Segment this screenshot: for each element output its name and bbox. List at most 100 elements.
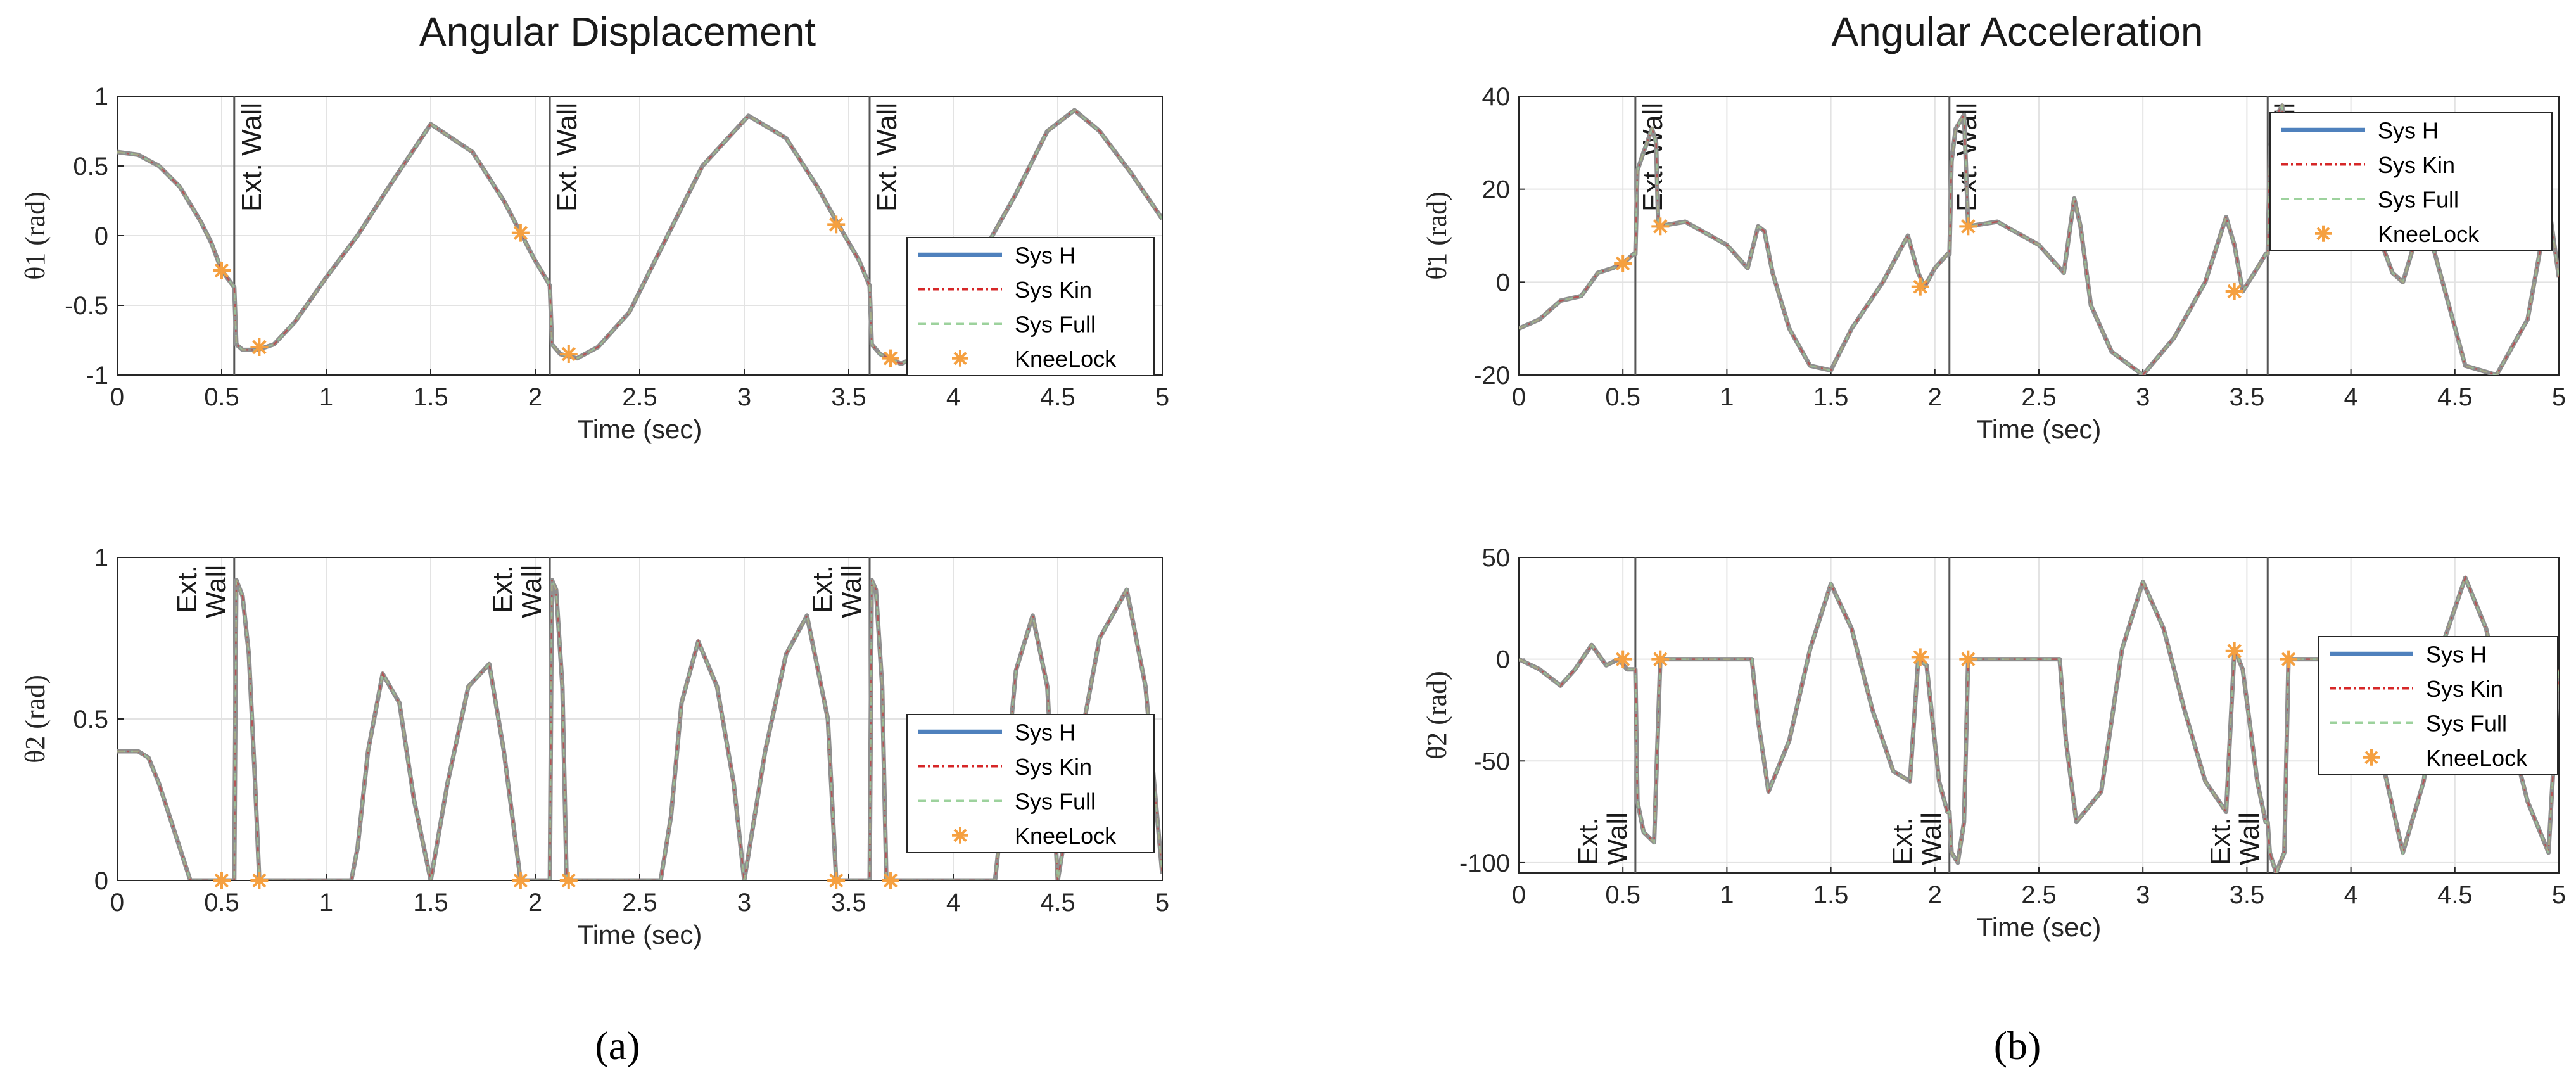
kneelock-stroke — [1961, 219, 1976, 234]
x-tick-label: 0.5 — [204, 889, 239, 917]
panel-label-b: (b) — [1994, 1023, 2041, 1068]
kneelock-stroke — [252, 340, 267, 355]
axes-frame — [1518, 557, 2560, 874]
ext-wall-label: Ext. — [487, 565, 518, 613]
x-tick-label: 4.5 — [2437, 383, 2473, 411]
kneelock-marker — [2280, 650, 2298, 668]
legend: Sys H Sys Kin Sys Full KneeLock — [2318, 636, 2558, 775]
kneelock-marker — [882, 872, 899, 889]
x-tick-label: 2.5 — [2021, 383, 2057, 411]
legend-kneelock-marker — [2363, 749, 2380, 766]
x-tick-label: 5 — [1155, 383, 1169, 411]
x-axis-label: Time (sec) — [578, 920, 702, 950]
y-tick-label: 1 — [94, 83, 108, 111]
legend-label: KneeLock — [1015, 823, 1117, 849]
x-tick-label: 0 — [110, 383, 124, 411]
kneelock-stroke — [513, 226, 528, 240]
kneelock-stroke — [1615, 256, 1630, 271]
kneelock-marker — [511, 224, 530, 242]
x-tick-label: 1.5 — [1813, 383, 1849, 411]
x-tick-label: 3.5 — [2230, 383, 2265, 411]
x-tick-label: 2.5 — [622, 383, 657, 411]
kneelock-stroke — [1913, 650, 1928, 664]
legend-kneelock-marker — [952, 827, 968, 844]
x-axis-label: Time (sec) — [1977, 912, 2102, 942]
legend: Sys H Sys Kin Sys Full KneeLock — [2269, 112, 2553, 251]
kneelock-marker — [250, 338, 269, 356]
ext-wall-label: Ext. — [807, 565, 838, 613]
x-axis-label: Time (sec) — [1977, 414, 2102, 444]
kneelock-marker — [559, 872, 578, 889]
kneelock-stroke — [561, 873, 576, 888]
ext-wall-label: Ext. — [1887, 817, 1918, 865]
x-tick-label: 1 — [1720, 383, 1734, 411]
kneelock-marker — [2225, 283, 2243, 300]
axes-frame — [1518, 96, 2560, 376]
legend-label: Sys Full — [2378, 186, 2459, 212]
title-angular-displacement: Angular Displacement — [419, 9, 816, 54]
panel-label-a: (a) — [595, 1023, 640, 1068]
legend-label: Sys H — [1015, 719, 1075, 745]
x-tick-label: 4.5 — [2437, 881, 2473, 909]
kneelock-marker — [1614, 650, 1632, 668]
ext-wall-label: Ext. Wall — [872, 103, 903, 212]
x-tick-label: 5 — [2552, 383, 2566, 411]
x-tick-label: 3 — [2136, 383, 2150, 411]
kneelock-stroke — [883, 873, 898, 888]
kneelock-stroke — [953, 352, 967, 366]
kneelock-stroke — [513, 873, 528, 888]
legend-label: Sys H — [1015, 242, 1075, 268]
x-tick-label: 3.5 — [2230, 881, 2265, 909]
legend: Sys H Sys Kin Sys Full KneeLock — [906, 714, 1155, 853]
kneelock-stroke — [2316, 227, 2330, 241]
y-tick-label: -100 — [1459, 849, 1510, 877]
kneelock-marker — [882, 349, 899, 367]
kneelock-marker — [1959, 650, 1977, 668]
ext-wall-label: Wall — [836, 565, 867, 618]
legend-box — [906, 237, 1155, 376]
kneelock-marker — [1651, 217, 1670, 236]
kneelock-marker — [1959, 217, 1977, 236]
legend-box — [2269, 112, 2553, 251]
axes-frame — [117, 96, 1163, 376]
x-tick-label: 1.5 — [413, 889, 448, 917]
x-tick-label: 1 — [1720, 881, 1734, 909]
y-tick-label: 1 — [94, 544, 108, 572]
y-tick-label: 0.5 — [73, 153, 108, 181]
kneelock-marker — [511, 872, 530, 889]
series-sys-full-line — [117, 580, 1162, 880]
kneelock-marker — [827, 872, 846, 889]
legend-label: Sys Full — [1015, 311, 1096, 337]
x-tick-label: 2.5 — [2021, 881, 2057, 909]
kneelock-stroke — [828, 873, 844, 888]
x-tick-label: 0 — [1512, 881, 1526, 909]
legend-label: Sys H — [2426, 641, 2487, 667]
y-tick-label: -20 — [1473, 362, 1510, 390]
kneelock-marker — [213, 872, 231, 889]
kneelock-marker — [1651, 650, 1670, 668]
x-tick-label: 2.5 — [622, 889, 657, 917]
legend-label: Sys Kin — [1015, 754, 1092, 780]
kneelock-marker — [827, 215, 846, 234]
x-tick-label: 4 — [946, 889, 960, 917]
legend-label: Sys Full — [1015, 788, 1096, 814]
legend-kneelock-marker — [2315, 225, 2332, 242]
y-tick-label: 0 — [94, 867, 108, 895]
y-tick-label: 20 — [1482, 176, 1511, 204]
kneelock-stroke — [1913, 279, 1928, 294]
x-tick-label: 5 — [2552, 881, 2566, 909]
kneelock-stroke — [1961, 652, 1976, 666]
ext-wall-label: Wall — [1916, 812, 1947, 865]
legend-label: KneeLock — [1015, 346, 1117, 372]
y-tick-label: -50 — [1473, 747, 1510, 775]
kneelock-stroke — [2281, 652, 2296, 666]
x-tick-label: 1.5 — [413, 383, 448, 411]
x-tick-label: 3 — [737, 383, 751, 411]
x-tick-label: 3 — [2136, 881, 2150, 909]
legend-label: Sys Kin — [2378, 152, 2455, 178]
x-tick-label: 0.5 — [204, 383, 239, 411]
ext-wall-label: Ext. — [1573, 817, 1604, 865]
ext-wall-label: Wall — [1602, 812, 1633, 865]
ext-wall-label: Wall — [516, 565, 547, 618]
x-tick-label: 3.5 — [831, 889, 866, 917]
